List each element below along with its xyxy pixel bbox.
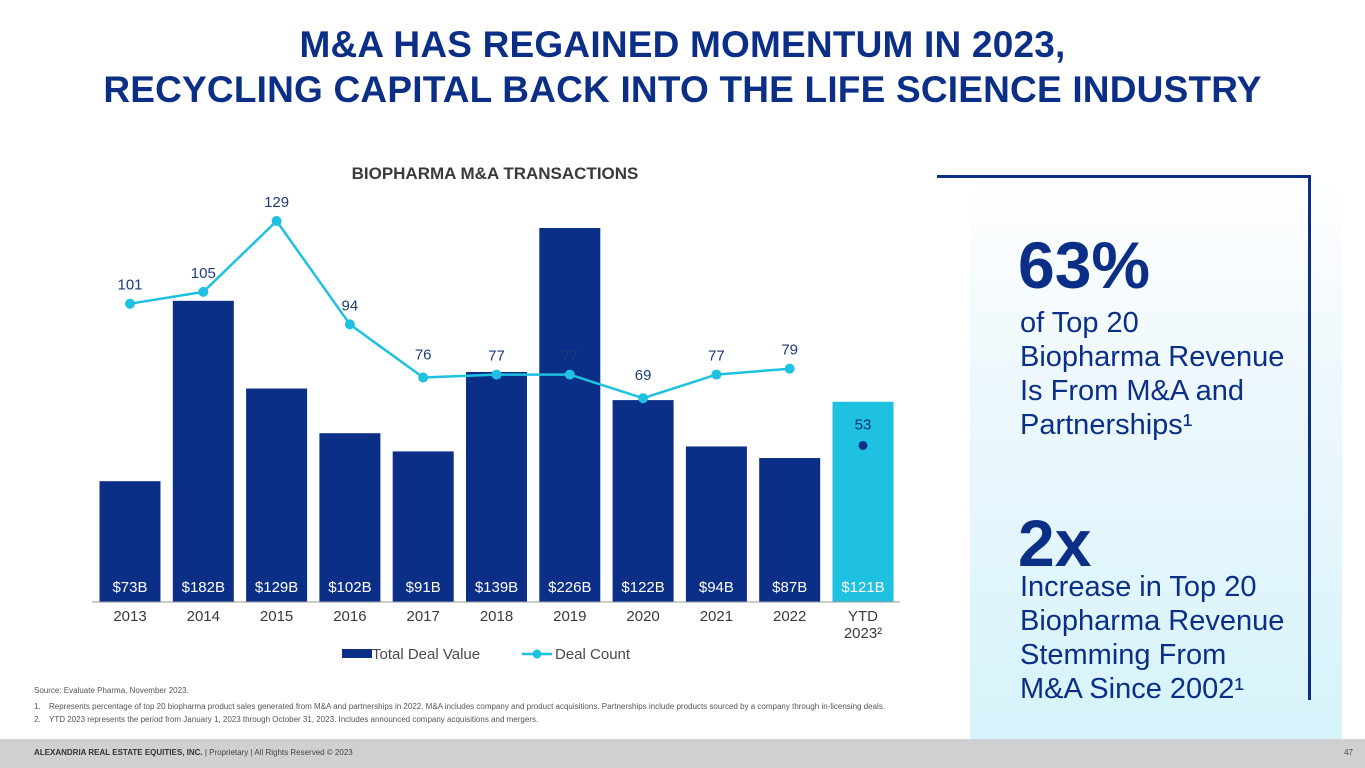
x-tick-label: 2020 (626, 608, 659, 625)
bar-2018 (466, 371, 527, 602)
bar-value-label: $182B (182, 579, 225, 596)
footnote-1-number: 1. (34, 702, 41, 711)
legend-label-total-deal-value: Total Deal Value (372, 646, 480, 663)
title-line-1: M&A HAS REGAINED MOMENTUM IN 2023, (299, 24, 1066, 65)
bar-value-label: $139B (475, 579, 518, 596)
bar-2015 (246, 388, 308, 602)
stat-2x-description: Increase in Top 20 Biopharma Revenue Ste… (1020, 570, 1300, 706)
page-number: 47 (1344, 748, 1353, 757)
bar-2014 (172, 300, 234, 602)
x-tick-label: 2022 (773, 608, 806, 625)
bar-value-label: $94B (699, 579, 734, 596)
stat2-line: Stemming From (1020, 639, 1227, 671)
deal-count-label: 69 (635, 367, 652, 384)
bar-2019 (539, 228, 601, 602)
deal-count-point (491, 369, 502, 380)
bar-value-label: $73B (112, 579, 147, 596)
deal-count-label: 105 (191, 265, 216, 282)
stats-frame-top (937, 175, 1311, 178)
stat1-line: Is From M&A and (1020, 375, 1245, 407)
deal-count-label: 53 (855, 416, 872, 433)
stat2-line: Increase in Top 20 (1020, 571, 1257, 603)
x-tick-label: 2013 (113, 608, 146, 625)
stat2-line: M&A Since 2002¹ (1020, 673, 1245, 705)
stats-panel (970, 178, 1342, 740)
stat1-line: Biopharma Revenue (1020, 341, 1285, 373)
deal-count-point (344, 319, 355, 330)
stat1-line: Partnerships¹ (1020, 409, 1193, 441)
chart-title: BIOPHARMA M&A TRANSACTIONS (352, 164, 639, 183)
deal-count-point (198, 286, 209, 297)
stat1-line: of Top 20 (1020, 307, 1139, 339)
footer-company: ALEXANDRIA REAL ESTATE EQUITIES, INC. (34, 748, 203, 757)
source-line: Source: Evaluate Pharma, November 2023. (34, 686, 189, 695)
x-tick-label: 2016 (333, 608, 366, 625)
x-tick-label-line2: 2023² (844, 625, 882, 642)
footnote-2: 2. YTD 2023 represents the period from J… (34, 713, 894, 726)
deal-count-label: 94 (342, 297, 359, 314)
footer-rights: | Proprietary | All Rights Reserved © 20… (202, 748, 353, 757)
deal-count-label: 77 (488, 348, 505, 365)
deal-count-label: 76 (415, 347, 432, 364)
title-line-2: RECYCLING CAPITAL BACK INTO THE LIFE SCI… (103, 69, 1262, 110)
footnote-2-number: 2. (34, 715, 41, 724)
stats-frame-right (1308, 175, 1311, 700)
deal-count-label: 79 (781, 342, 798, 359)
legend-marker-deal-count (532, 649, 542, 659)
deal-count-point (858, 440, 868, 450)
footnote-1: 1. Represents percentage of top 20 bioph… (34, 700, 894, 713)
x-tick-label: 2021 (700, 608, 733, 625)
footnote-2-text: YTD 2023 represents the period from Janu… (49, 715, 539, 724)
bar-value-label: $121B (841, 579, 884, 596)
deal-count-label: 77 (708, 348, 725, 365)
stat-2x: 2x (1018, 506, 1092, 580)
stat-63-percent: 63% (1018, 228, 1151, 302)
footer-left: ALEXANDRIA REAL ESTATE EQUITIES, INC. | … (34, 748, 353, 757)
legend-swatch-total-deal-value (342, 649, 372, 658)
stat-63-description: of Top 20 Biopharma Revenue Is From M&A … (1020, 306, 1300, 442)
bar-value-label: $129B (255, 579, 298, 596)
bar-2021 (685, 446, 747, 602)
x-tick-label: 2017 (407, 608, 440, 625)
deal-count-point (638, 393, 649, 404)
bar-value-label: $122B (621, 579, 664, 596)
bar-value-label: $91B (406, 579, 441, 596)
bar-2016 (319, 433, 381, 602)
deal-count-line (129, 219, 790, 400)
bar-value-label: $102B (328, 579, 371, 596)
page-title: M&A HAS REGAINED MOMENTUM IN 2023, RECYC… (0, 22, 1365, 112)
bar-2017 (392, 451, 454, 602)
bar-2020 (612, 400, 674, 602)
bar-value-label: $226B (548, 579, 591, 596)
deal-count-point (271, 216, 282, 226)
footnote-1-text: Represents percentage of top 20 biopharm… (49, 702, 886, 711)
footer-bar: ALEXANDRIA REAL ESTATE EQUITIES, INC. | … (0, 739, 1365, 768)
bar-2013 (99, 481, 161, 602)
deal-count-point (564, 369, 575, 380)
legend-label-deal-count: Deal Count (555, 646, 631, 663)
deal-count-label: 77 (561, 348, 578, 365)
biopharma-ma-chart: BIOPHARMA M&A TRANSACTIONS $73B $182B $129B… (92, 164, 900, 663)
x-tick-label: 2019 (553, 608, 586, 625)
deal-count-point (418, 372, 429, 383)
bar-value-label: $87B (772, 579, 807, 596)
deal-count-point (125, 298, 135, 309)
sources-footnotes: Source: Evaluate Pharma, November 2023. … (34, 684, 894, 726)
deal-count-point (711, 369, 722, 380)
bar-ytd-2023- (832, 401, 894, 602)
stat2-line: Biopharma Revenue (1020, 605, 1285, 637)
deal-count-label: 129 (264, 194, 289, 211)
bar-2022 (759, 458, 821, 602)
deal-count-label: 101 (117, 277, 142, 294)
deal-count-point (784, 363, 795, 374)
x-tick-label: 2014 (187, 608, 220, 625)
x-tick-label: 2018 (480, 608, 513, 625)
x-tick-label: 2015 (260, 608, 293, 625)
x-tick-label-line1: YTD (848, 608, 878, 625)
